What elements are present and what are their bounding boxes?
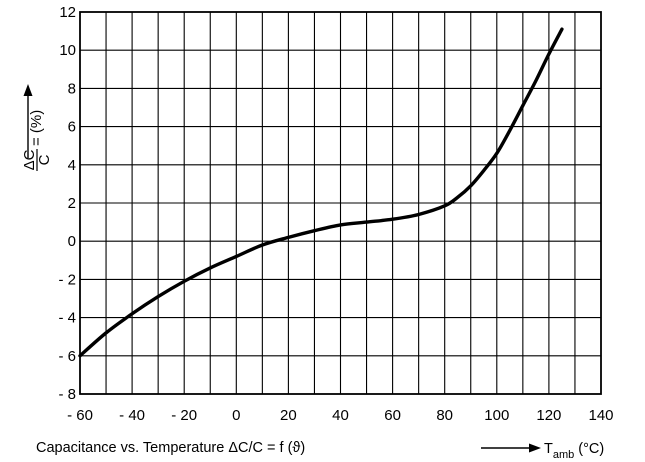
chart-caption: Capacitance vs. Temperature ΔC/C = f (ϑ)	[36, 440, 305, 456]
x-tick-label: 120	[536, 407, 561, 424]
x-tick-label: 100	[484, 407, 509, 424]
y-label-suffix: = (%)	[28, 110, 45, 146]
x-axis-label: Tamb (°C)	[544, 441, 604, 461]
y-label-denominator: C	[36, 154, 53, 165]
y-tick-label: 12	[59, 4, 76, 21]
x-label-subscript: amb	[553, 449, 574, 461]
x-tick-label: 140	[588, 407, 613, 424]
x-label-unit: (°C)	[578, 441, 604, 457]
y-tick-label: 10	[59, 42, 76, 59]
y-tick-label: - 4	[58, 310, 76, 327]
y-tick-label: - 2	[58, 271, 76, 288]
x-tick-label: 40	[332, 407, 349, 424]
x-tick-label: 60	[384, 407, 401, 424]
y-tick-labels: - 8 - 6 - 4 - 2 0 2 4 6 8 10 12	[58, 4, 76, 403]
y-tick-label: 8	[68, 80, 76, 97]
y-axis-label: ΔC C = (%)	[21, 110, 53, 171]
x-tick-label: 0	[232, 407, 240, 424]
y-tick-label: - 8	[58, 386, 76, 403]
x-tick-label: - 60	[67, 407, 93, 424]
x-tick-labels: - 60 - 40 - 20 0 20 40 60 80 100 120 140	[67, 407, 613, 424]
x-label-symbol: T	[544, 441, 553, 457]
y-tick-label: 4	[68, 157, 76, 174]
y-tick-label: - 6	[58, 348, 76, 365]
y-tick-label: 2	[68, 195, 76, 212]
chart-grid	[80, 12, 601, 394]
x-tick-label: - 20	[171, 407, 197, 424]
y-axis-arrow-icon	[23, 84, 33, 158]
data-points	[80, 29, 562, 356]
x-tick-label: - 40	[119, 407, 145, 424]
x-tick-label: 80	[436, 407, 453, 424]
y-tick-label: 0	[68, 233, 76, 250]
x-tick-label: 20	[280, 407, 297, 424]
x-axis-arrow-icon	[481, 443, 541, 453]
plot-frame	[79, 11, 602, 395]
y-tick-label: 6	[68, 119, 76, 136]
y-label-numerator: ΔC	[21, 149, 38, 170]
series-line	[78, 27, 564, 358]
